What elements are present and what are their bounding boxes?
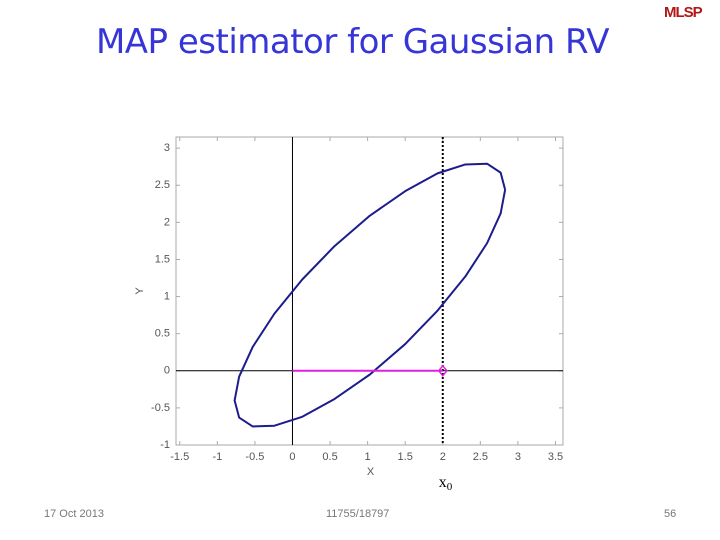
x-axis-label: X: [367, 466, 375, 478]
x-tick-label: 0.5: [322, 451, 337, 463]
x-tick-label: 2: [440, 451, 446, 463]
y-tick-label: 0: [164, 365, 170, 377]
plot-area: [175, 136, 564, 446]
diamond-marker: [437, 364, 448, 377]
footer-course: 11755/18797: [326, 508, 390, 520]
x-tick-label: -1: [212, 451, 222, 463]
x-tick-label: 3: [515, 451, 521, 463]
footer-date: 17 Oct 2013: [44, 508, 104, 520]
annotation-sub: 0: [447, 481, 453, 493]
y-tick-label: 3: [164, 142, 170, 154]
x-tick-label: -0.5: [245, 451, 264, 463]
x-tick-label: 0: [289, 451, 295, 463]
x-tick-label: 1.5: [398, 451, 413, 463]
annotation-text: x: [439, 474, 447, 491]
annotation-label: x0: [439, 474, 453, 493]
y-tick-label: 2: [164, 216, 170, 228]
x-tick-label: 1: [365, 451, 371, 463]
slide-title: MAP estimator for Gaussian RV: [95, 22, 610, 62]
y-tick-label: 1: [164, 290, 170, 302]
y-tick-label: -0.5: [151, 402, 170, 414]
x-tick-label: 3.5: [548, 451, 563, 463]
x-tick-label: -1.5: [170, 451, 189, 463]
footer-page: 56: [664, 508, 677, 520]
y-tick-label: -1: [160, 439, 170, 451]
line-series: [233, 162, 507, 428]
logo: MLSP: [664, 4, 703, 21]
y-axis-label: Y: [134, 287, 146, 295]
y-tick-label: 0.5: [155, 328, 170, 340]
x-tick-label: 2.5: [473, 451, 488, 463]
y-tick-label: 1.5: [155, 253, 170, 265]
y-tick-label: 2.5: [155, 179, 170, 191]
